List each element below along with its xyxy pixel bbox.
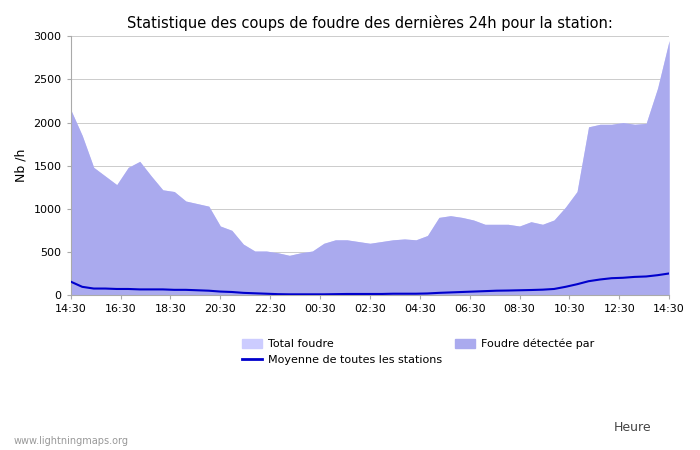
Y-axis label: Nb /h: Nb /h bbox=[15, 149, 28, 182]
Legend: Total foudre, Moyenne de toutes les stations, Foudre détectée par: Total foudre, Moyenne de toutes les stat… bbox=[238, 334, 598, 369]
Title: Statistique des coups de foudre des dernières 24h pour la station:: Statistique des coups de foudre des dern… bbox=[127, 15, 613, 31]
Text: www.lightningmaps.org: www.lightningmaps.org bbox=[14, 436, 129, 446]
Text: Heure: Heure bbox=[613, 421, 651, 434]
